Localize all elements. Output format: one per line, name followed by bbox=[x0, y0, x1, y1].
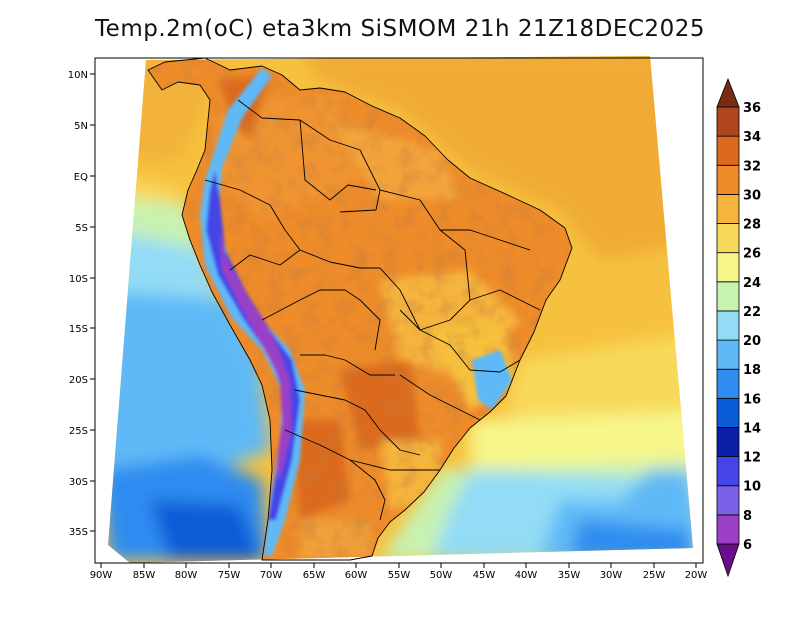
colorbar-label: 8 bbox=[743, 509, 752, 524]
lat-tick-label: 20S bbox=[69, 375, 88, 386]
lon-tick-label: 20W bbox=[685, 570, 708, 581]
lon-tick-label: 80W bbox=[175, 570, 198, 581]
colorbar-label: 14 bbox=[743, 421, 761, 436]
colorbar-label: 24 bbox=[743, 276, 761, 291]
colorbar-swatch bbox=[716, 456, 740, 487]
colorbar-label: 34 bbox=[743, 130, 761, 145]
colorbar-label: 36 bbox=[743, 101, 761, 116]
colorbar-label: 28 bbox=[743, 218, 761, 233]
lat-tick-label: 30S bbox=[69, 477, 88, 488]
colorbar-label: 10 bbox=[743, 480, 761, 495]
colorbar-swatch bbox=[716, 223, 740, 254]
colorbar-swatch bbox=[716, 164, 740, 195]
colorbar-swatch bbox=[716, 310, 740, 341]
colorbar-label: 18 bbox=[743, 363, 761, 378]
colorbar-swatch bbox=[716, 135, 740, 166]
lon-tick-label: 25W bbox=[643, 570, 666, 581]
lat-tick-label: EQ bbox=[74, 172, 88, 183]
colorbar-under-triangle bbox=[716, 543, 740, 578]
lon-ticks bbox=[100, 563, 697, 568]
colorbar-label: 16 bbox=[743, 392, 761, 407]
colorbar-label: 6 bbox=[743, 538, 752, 553]
lon-tick-label: 45W bbox=[473, 570, 496, 581]
lon-tick-label: 75W bbox=[218, 570, 241, 581]
colorbar-label: 30 bbox=[743, 188, 761, 203]
lon-tick-label: 90W bbox=[90, 570, 113, 581]
lon-tick-label: 60W bbox=[345, 570, 368, 581]
lon-tick-labels: 90W 85W 80W 75W 70W 65W 60W 55W 50W 45W … bbox=[90, 570, 708, 581]
country-boundaries bbox=[147, 57, 573, 561]
lat-tick-label: 10S bbox=[69, 274, 88, 285]
colorbar-swatch bbox=[716, 485, 740, 516]
lat-tick-label: 35S bbox=[69, 527, 88, 538]
lon-tick-label: 85W bbox=[133, 570, 156, 581]
colorbar-swatch bbox=[716, 106, 740, 137]
lat-tick-label: 15S bbox=[69, 324, 88, 335]
lat-tick-label: 25S bbox=[69, 426, 88, 437]
colorbar: 6 8 10 12 14 16 18 20 22 24 26 28 30 32 34 36 bbox=[716, 77, 761, 578]
colorbar-swatch bbox=[716, 339, 740, 370]
colorbar-label: 12 bbox=[743, 451, 761, 466]
lat-tick-label: 5N bbox=[74, 121, 88, 132]
lon-tick-label: 50W bbox=[430, 570, 453, 581]
lat-tick-label: 5S bbox=[75, 223, 88, 234]
lat-ticks bbox=[90, 73, 95, 532]
field-layer bbox=[108, 56, 693, 563]
colorbar-swatch bbox=[716, 193, 740, 224]
lat-tick-labels: 10N 5N EQ 5S 10S 15S 20S 25S 30S 35S bbox=[68, 70, 88, 538]
colorbar-swatch bbox=[716, 397, 740, 428]
colorbar-swatch bbox=[716, 281, 740, 312]
colorbar-swatch bbox=[716, 252, 740, 283]
map-title: Temp.2m(oC) eta3km SiSMOM 21h 21Z18DEC20… bbox=[95, 16, 705, 42]
lon-tick-label: 65W bbox=[303, 570, 326, 581]
colorbar-over-triangle bbox=[716, 77, 740, 108]
colorbar-swatch bbox=[716, 427, 740, 458]
colorbar-label: 22 bbox=[743, 305, 761, 320]
colorbar-swatch bbox=[716, 514, 740, 545]
lon-tick-label: 40W bbox=[515, 570, 538, 581]
lon-tick-label: 30W bbox=[600, 570, 623, 581]
colorbar-label: 32 bbox=[743, 159, 761, 174]
lon-tick-label: 70W bbox=[260, 570, 283, 581]
colorbar-label: 20 bbox=[743, 334, 761, 349]
lon-tick-label: 35W bbox=[558, 570, 581, 581]
lon-tick-label: 55W bbox=[388, 570, 411, 581]
lat-tick-label: 10N bbox=[68, 70, 88, 81]
colorbar-label: 26 bbox=[743, 247, 761, 262]
colorbar-swatch bbox=[716, 368, 740, 399]
